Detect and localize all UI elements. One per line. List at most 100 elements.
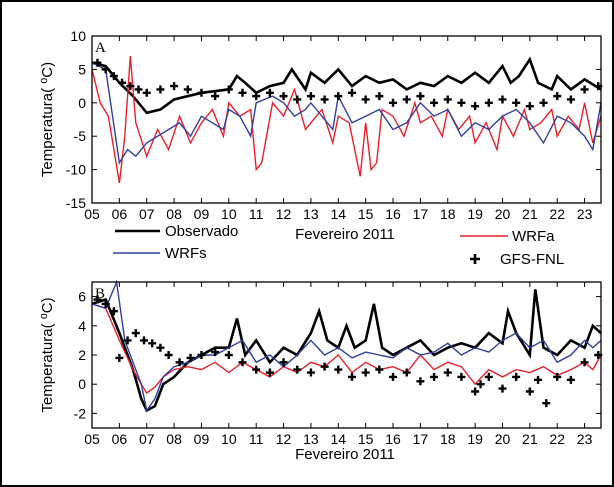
y-tick-label: 10 bbox=[70, 28, 86, 44]
x-tick-label: 21 bbox=[522, 431, 538, 447]
y-tick-label: 5 bbox=[78, 61, 86, 77]
series-gfs-fnl-point bbox=[402, 95, 411, 104]
series-gfs-fnl-point bbox=[101, 65, 110, 74]
x-tick-label: 08 bbox=[166, 431, 182, 447]
series-gfs-fnl-point bbox=[93, 295, 102, 304]
series-gfs-fnl-point bbox=[457, 98, 466, 107]
x-tick-label: 19 bbox=[467, 431, 483, 447]
series-gfs-fnl-point bbox=[131, 329, 140, 338]
series-wrfa-line bbox=[91, 55, 602, 184]
x-axis-label: Fevereiro 2011 bbox=[295, 446, 395, 463]
plot-frame bbox=[91, 35, 602, 204]
x-tick-label: 18 bbox=[440, 431, 456, 447]
series-gfs-fnl-point bbox=[512, 98, 521, 107]
x-tick-label: 13 bbox=[303, 206, 319, 222]
series-gfs-fnl-point bbox=[525, 387, 534, 396]
x-tick-label: 07 bbox=[139, 206, 155, 222]
x-tick-label: 13 bbox=[303, 431, 319, 447]
series-gfs-fnl-point bbox=[443, 368, 452, 377]
series-gfs-fnl-point bbox=[361, 368, 370, 377]
series-gfs-fnl-point bbox=[416, 377, 425, 386]
series-gfs-fnl-point bbox=[416, 92, 425, 101]
series-gfs-fnl-point bbox=[156, 343, 165, 352]
series-gfs-fnl-point bbox=[238, 88, 247, 97]
series-gfs-fnl-point bbox=[279, 358, 288, 367]
x-tick-label: 17 bbox=[413, 206, 429, 222]
series-gfs-fnl-point bbox=[101, 299, 110, 308]
legend-observado-label: Observado bbox=[165, 223, 238, 240]
series-gfs-fnl-point bbox=[279, 92, 288, 101]
series-gfs-fnl-point bbox=[252, 365, 261, 374]
x-tick-label: 11 bbox=[249, 431, 264, 447]
series-gfs-fnl-point bbox=[252, 92, 261, 101]
x-tick-label: 15 bbox=[358, 206, 374, 222]
series-gfs-fnl-point bbox=[183, 85, 192, 94]
series-gfs-fnl-point bbox=[224, 351, 233, 359]
panel-letter: B bbox=[95, 286, 105, 302]
x-tick-label: 08 bbox=[166, 206, 182, 222]
x-tick-label: 23 bbox=[577, 431, 593, 447]
panel-b: -2 0 2 4 6 05 06 07 08 09 10 11 12 13 14 15 16 17 18 19 20 21… bbox=[39, 279, 603, 463]
series-gfs-fnl-point bbox=[361, 95, 370, 104]
series-observado-line bbox=[91, 56, 602, 115]
series-gfs-fnl-point bbox=[553, 372, 562, 381]
x-tick-label: 14 bbox=[331, 431, 347, 447]
x-tick-label: 05 bbox=[84, 206, 100, 222]
series-gfs-fnl-point bbox=[471, 387, 480, 396]
legend-gfs-fnl-label: GFS-FNL bbox=[500, 251, 564, 268]
series-gfs-fnl-point bbox=[580, 85, 589, 94]
series-gfs-fnl-point bbox=[430, 372, 439, 381]
series-wrfs-line bbox=[91, 62, 602, 165]
legend: Observado WRFa WRFs GFS-FNL bbox=[113, 223, 564, 268]
series-gfs-fnl-point bbox=[484, 372, 493, 381]
series-gfs-fnl-point bbox=[238, 358, 247, 367]
y-axis-label: Temperatura( ⁰C) bbox=[39, 297, 56, 412]
series-gfs-fnl-point bbox=[375, 92, 384, 101]
series-gfs-fnl-point bbox=[293, 365, 302, 374]
x-tick-label: 11 bbox=[249, 206, 264, 222]
series-gfs-fnl-point bbox=[476, 380, 485, 389]
y-tick-label: -2 bbox=[74, 405, 87, 421]
x-tick-label: 15 bbox=[358, 431, 374, 447]
series-gfs-fnl-point bbox=[539, 98, 548, 107]
series-gfs-fnl-point bbox=[118, 78, 127, 87]
series-gfs-fnl-point bbox=[334, 365, 343, 374]
x-tick-label: 09 bbox=[194, 431, 210, 447]
y-tick-label: -15 bbox=[66, 195, 86, 211]
series-gfs-fnl-point bbox=[170, 82, 179, 91]
series-gfs-fnl-point bbox=[498, 95, 507, 104]
series-gfs-fnl-point bbox=[553, 92, 562, 101]
series-gfs-fnl-point bbox=[320, 95, 329, 104]
series-gfs-fnl-point bbox=[224, 85, 233, 94]
legend-wrfa-label: WRFa bbox=[512, 228, 555, 245]
x-tick-label: 23 bbox=[577, 206, 593, 222]
series-gfs-fnl-point bbox=[389, 372, 398, 381]
x-tick-label: 22 bbox=[549, 431, 565, 447]
series-gfs-fnl-point bbox=[197, 351, 206, 359]
x-tick-label: 19 bbox=[467, 206, 483, 222]
series-gfs-fnl-point bbox=[534, 375, 543, 384]
x-tick-label: 16 bbox=[385, 431, 401, 447]
series-gfs-fnl-point bbox=[115, 353, 124, 362]
series-gfs-fnl-point bbox=[93, 58, 102, 67]
series-gfs-fnl-point bbox=[211, 92, 220, 101]
y-tick-label: 0 bbox=[78, 376, 86, 392]
x-tick-label: 12 bbox=[276, 206, 292, 222]
x-tick-label: 10 bbox=[221, 431, 237, 447]
panel-letter: A bbox=[95, 40, 106, 56]
x-tick-label: 09 bbox=[194, 206, 210, 222]
series-gfs-fnl-point bbox=[512, 372, 521, 381]
x-tick-label: 14 bbox=[331, 206, 347, 222]
x-tick-label: 21 bbox=[522, 206, 538, 222]
x-tick-label: 12 bbox=[276, 431, 292, 447]
series-gfs-fnl-point bbox=[186, 353, 195, 362]
y-tick-label: -10 bbox=[66, 162, 86, 178]
series-gfs-fnl-point bbox=[443, 95, 452, 104]
series-gfs-fnl-point bbox=[197, 88, 206, 97]
series-gfs-fnl-point bbox=[402, 368, 411, 377]
series-gfs-fnl-point bbox=[306, 368, 315, 377]
series-gfs-fnl-point bbox=[164, 351, 173, 359]
